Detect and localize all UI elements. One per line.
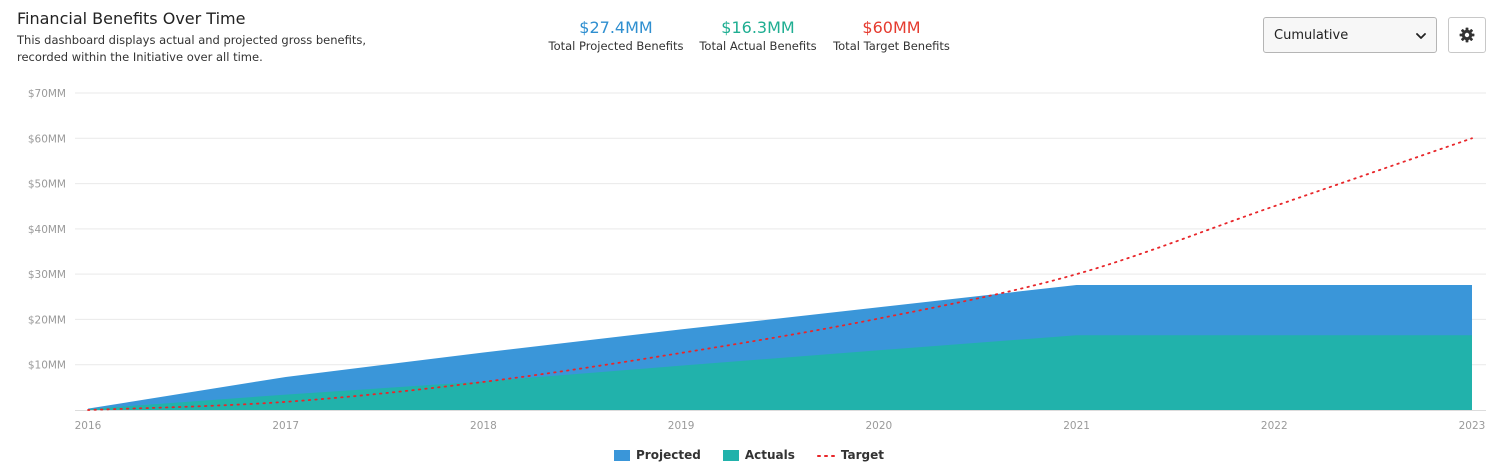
- legend-label-projected: Projected: [636, 448, 701, 462]
- kpi-projected-label: Total Projected Benefits: [548, 39, 684, 53]
- y-tick-label: $30MM: [28, 269, 66, 281]
- legend-label-actuals: Actuals: [744, 448, 795, 462]
- settings-button[interactable]: [1448, 17, 1486, 53]
- kpi-actual: $16.3MM Total Actual Benefits: [698, 18, 818, 53]
- gear-icon: [1459, 27, 1475, 43]
- legend-label-target: Target: [840, 448, 884, 462]
- kpi-projected: $27.4MM Total Projected Benefits: [547, 18, 685, 53]
- legend-swatch-actuals: [722, 449, 739, 461]
- y-tick-label: $50MM: [28, 179, 66, 191]
- y-tick-label: $20MM: [28, 314, 66, 326]
- target-line: [87, 137, 1473, 411]
- x-tick-label: 2022: [1261, 420, 1288, 432]
- x-tick-label: 2019: [668, 420, 695, 432]
- chart-title: Financial Benefits Over Time: [17, 9, 246, 28]
- chevron-down-icon: [1416, 33, 1426, 39]
- kpi-actual-value: $16.3MM: [721, 18, 795, 37]
- legend-swatch-projected: [614, 449, 631, 461]
- y-tick-label: $60MM: [28, 133, 66, 145]
- mode-select-value: Cumulative: [1274, 27, 1349, 43]
- legend-item-actuals[interactable]: Actuals: [722, 448, 795, 462]
- legend-item-projected[interactable]: Projected: [614, 448, 701, 462]
- kpi-actual-label: Total Actual Benefits: [699, 39, 817, 53]
- x-tick-label: 2018: [470, 420, 497, 432]
- kpi-target-value: $60MM: [862, 18, 921, 37]
- actuals-area: [88, 335, 1472, 410]
- y-tick-label: $70MM: [28, 88, 66, 100]
- x-tick-label: 2017: [272, 420, 299, 432]
- kpi-projected-value: $27.4MM: [579, 18, 653, 37]
- x-tick-label: 2021: [1063, 420, 1090, 432]
- y-tick-label: $40MM: [28, 224, 66, 236]
- x-tick-label: 2016: [75, 420, 102, 432]
- legend-swatch-target: [816, 454, 835, 457]
- legend-item-target[interactable]: Target: [816, 448, 884, 462]
- x-tick-label: 2020: [865, 420, 892, 432]
- mode-select[interactable]: Cumulative: [1263, 17, 1437, 53]
- x-tick-label: 2023: [1459, 420, 1486, 432]
- y-tick-label: $10MM: [28, 360, 66, 372]
- kpi-target: $60MM Total Target Benefits: [831, 18, 952, 53]
- chart-legend: Projected Actuals Target: [0, 448, 1498, 462]
- chart-description: This dashboard displays actual and proje…: [17, 33, 367, 64]
- kpi-target-label: Total Target Benefits: [833, 39, 950, 53]
